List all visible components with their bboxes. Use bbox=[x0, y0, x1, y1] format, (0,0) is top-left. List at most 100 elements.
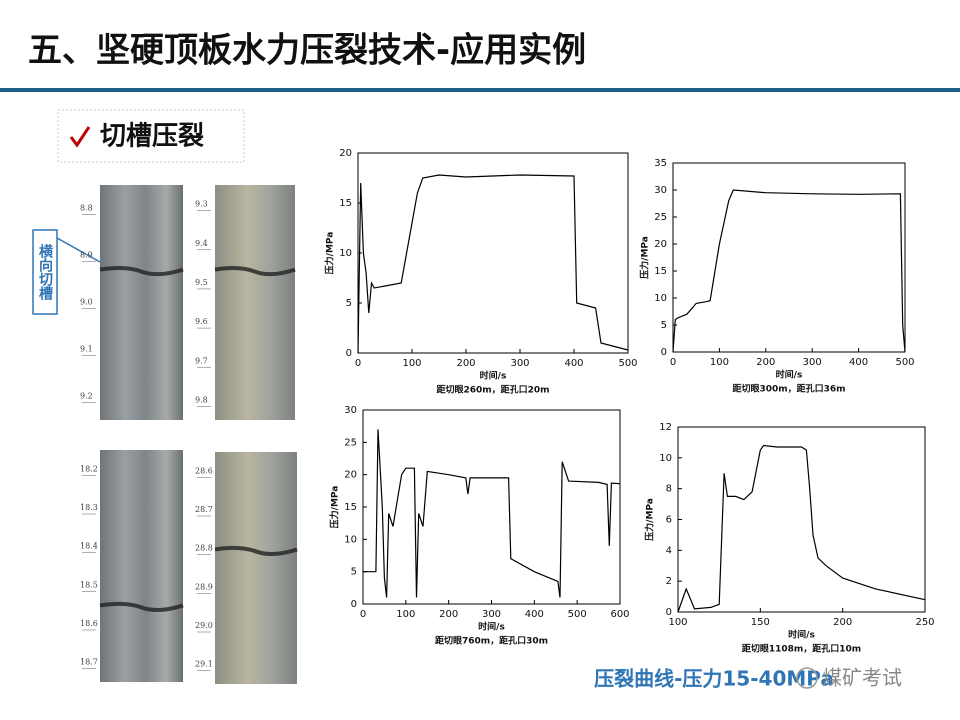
depth-label: 29.1 bbox=[195, 660, 213, 669]
x-tick-label: 200 bbox=[756, 357, 775, 368]
depth-label: 28.9 bbox=[195, 582, 213, 591]
x-tick-label: 100 bbox=[402, 358, 421, 369]
plot-frame bbox=[677, 426, 926, 613]
y-axis-title: 压力/MPa bbox=[329, 486, 341, 529]
depth-label: 18.3 bbox=[80, 503, 98, 512]
y-tick-label: 15 bbox=[654, 266, 667, 277]
watermark-icon bbox=[796, 667, 818, 689]
caption: 压裂曲线-压力15-40MPa bbox=[594, 667, 834, 691]
depth-label: 9.8 bbox=[195, 395, 208, 404]
y-tick-label: 10 bbox=[659, 453, 672, 464]
x-tick-label: 500 bbox=[895, 357, 914, 368]
x-tick-label: 400 bbox=[525, 609, 544, 620]
y-tick-label: 20 bbox=[339, 148, 352, 159]
y-tick-label: 5 bbox=[661, 320, 667, 331]
depth-label: 9.3 bbox=[195, 200, 208, 209]
depth-label: 28.8 bbox=[195, 544, 213, 553]
check-icon bbox=[69, 126, 91, 148]
pressure-line bbox=[677, 444, 926, 613]
y-tick-label: 15 bbox=[344, 502, 357, 513]
x-tick-label: 100 bbox=[668, 617, 687, 628]
pressure-line bbox=[672, 189, 906, 353]
watermark: 煤矿考试 bbox=[822, 666, 902, 690]
x-tick-label: 250 bbox=[915, 617, 934, 628]
x-axis-title: 时间/s bbox=[788, 629, 815, 641]
pressure-line bbox=[363, 429, 621, 598]
x-tick-label: 300 bbox=[510, 358, 529, 369]
depth-label: 9.0 bbox=[80, 298, 93, 307]
depth-label: 18.6 bbox=[80, 619, 98, 628]
depth-label: 28.6 bbox=[195, 466, 213, 475]
plot-frame bbox=[672, 162, 906, 353]
y-tick-label: 0 bbox=[351, 599, 357, 610]
x-axis-title: 时间/s bbox=[776, 369, 803, 381]
depth-label: 9.7 bbox=[195, 356, 208, 365]
slot-label-box bbox=[32, 229, 58, 315]
y-axis-title: 压力/MPa bbox=[324, 232, 336, 275]
depth-label: 28.7 bbox=[195, 505, 213, 514]
y-tick-label: 5 bbox=[346, 298, 352, 309]
depth-label: 18.7 bbox=[80, 658, 98, 667]
x-tick-label: 300 bbox=[803, 357, 822, 368]
y-tick-label: 10 bbox=[339, 248, 352, 259]
x-tick-label: 400 bbox=[849, 357, 868, 368]
x-tick-label: 0 bbox=[355, 358, 361, 369]
y-tick-label: 0 bbox=[346, 348, 352, 359]
y-tick-label: 30 bbox=[344, 405, 357, 416]
fracture bbox=[214, 545, 298, 556]
slide-title: 五、坚硬顶板水力压裂技术-应用实例 bbox=[28, 31, 586, 71]
y-tick-label: 12 bbox=[659, 422, 672, 433]
core-photo bbox=[100, 185, 183, 420]
depth-label: 29.0 bbox=[195, 621, 213, 630]
y-tick-label: 2 bbox=[666, 576, 672, 587]
y-tick-label: 10 bbox=[654, 293, 667, 304]
x-axis-title: 时间/s bbox=[478, 621, 505, 633]
y-axis-title: 压力/MPa bbox=[644, 498, 656, 541]
chart-subtitle: 距切眼1108m，距孔口10m bbox=[742, 643, 861, 655]
callout-text: 切槽压裂 bbox=[100, 122, 204, 152]
x-tick-label: 0 bbox=[670, 357, 676, 368]
plot-frame bbox=[357, 152, 629, 354]
x-tick-label: 400 bbox=[564, 358, 583, 369]
y-tick-label: 8 bbox=[666, 484, 672, 495]
y-tick-label: 20 bbox=[654, 239, 667, 250]
y-tick-label: 0 bbox=[666, 607, 672, 618]
y-tick-label: 0 bbox=[661, 347, 667, 358]
x-tick-label: 600 bbox=[610, 609, 629, 620]
depth-label: 9.6 bbox=[195, 317, 208, 326]
y-tick-label: 4 bbox=[666, 545, 672, 556]
x-axis-title: 时间/s bbox=[480, 370, 507, 382]
depth-label: 9.5 bbox=[195, 278, 208, 287]
y-tick-label: 30 bbox=[654, 185, 667, 196]
depth-label: 8.8 bbox=[80, 204, 93, 213]
callout-box bbox=[57, 109, 245, 163]
y-axis-title: 压力/MPa bbox=[639, 236, 651, 279]
chart-subtitle: 距切眼300m，距孔口36m bbox=[732, 383, 845, 395]
title-rule bbox=[0, 88, 960, 92]
x-tick-label: 200 bbox=[833, 617, 852, 628]
depth-label: 9.1 bbox=[80, 345, 93, 354]
y-tick-label: 20 bbox=[344, 470, 357, 481]
slot-pointer bbox=[56, 237, 101, 263]
chart-subtitle: 距切眼760m，距孔口30m bbox=[435, 635, 548, 647]
x-tick-label: 500 bbox=[618, 358, 637, 369]
x-tick-label: 500 bbox=[568, 609, 587, 620]
y-tick-label: 15 bbox=[339, 198, 352, 209]
plot-frame bbox=[362, 409, 621, 605]
y-tick-label: 6 bbox=[666, 515, 672, 526]
slot-label: 横向切槽 bbox=[37, 243, 53, 301]
y-tick-label: 5 bbox=[351, 567, 357, 578]
depth-label: 8.9 bbox=[80, 251, 93, 260]
depth-label: 9.4 bbox=[195, 239, 208, 248]
x-tick-label: 300 bbox=[482, 609, 501, 620]
depth-label: 18.4 bbox=[80, 542, 98, 551]
x-tick-label: 200 bbox=[456, 358, 475, 369]
x-tick-label: 100 bbox=[710, 357, 729, 368]
depth-label: 18.5 bbox=[80, 580, 98, 589]
x-tick-label: 100 bbox=[396, 609, 415, 620]
fracture bbox=[99, 266, 184, 277]
x-tick-label: 150 bbox=[751, 617, 770, 628]
fracture bbox=[99, 601, 184, 612]
